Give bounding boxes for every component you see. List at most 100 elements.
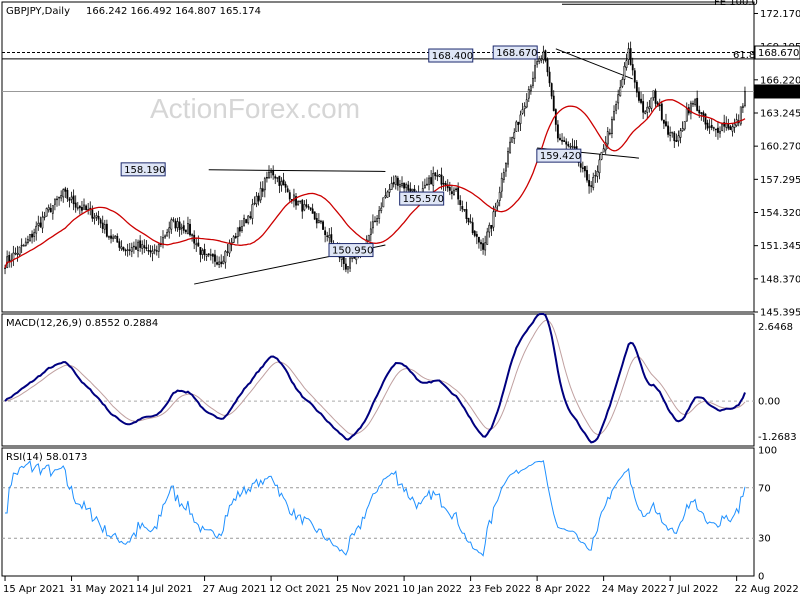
candle-body <box>507 151 509 165</box>
candle-body <box>182 225 185 231</box>
candle-body <box>45 208 48 217</box>
candle-body <box>700 112 703 114</box>
candle-body <box>392 181 395 185</box>
candle-body <box>546 59 549 73</box>
candle-body <box>99 219 102 224</box>
candle-body <box>8 255 11 262</box>
candle-body <box>569 146 572 148</box>
rsi-title: RSI(14) 58.0173 <box>6 452 87 463</box>
rsi-gridlines <box>2 487 754 539</box>
candle-body <box>461 206 464 210</box>
candle-body <box>91 209 94 219</box>
candle-body <box>153 249 156 251</box>
candle-body <box>220 261 223 265</box>
candle-body <box>110 235 112 239</box>
candle-body <box>320 220 322 223</box>
macd-tick-label: 0.00 <box>758 397 780 408</box>
price-annotation-label: 150.950 <box>332 246 373 257</box>
candle-body <box>588 180 591 187</box>
candle-body <box>388 188 391 193</box>
candle-body <box>586 170 588 181</box>
candle-body <box>517 121 520 126</box>
candle-body <box>49 207 52 213</box>
candle-body <box>199 246 202 255</box>
candle-body <box>719 131 721 134</box>
candle-body <box>24 241 27 246</box>
y-tick-label: 145.395 <box>760 308 800 319</box>
candle-body <box>527 88 530 99</box>
candle-body <box>187 223 189 234</box>
candle-body <box>197 242 200 247</box>
price-panel <box>1 1 755 313</box>
candle-body <box>284 183 287 188</box>
candle-body <box>247 215 250 224</box>
candle-body <box>101 222 104 229</box>
candle-body <box>652 90 655 98</box>
candle-body <box>203 249 206 255</box>
candle-body <box>631 64 634 71</box>
macd-axis: 2.6468 0.00 -1.2683 <box>758 322 797 443</box>
candle-body <box>498 191 501 201</box>
candle-body <box>51 205 54 214</box>
candle-body <box>665 121 667 126</box>
trendline <box>208 169 386 172</box>
candle-body <box>486 231 489 245</box>
candle-body <box>31 233 33 238</box>
candle-body <box>103 224 106 230</box>
candle-body <box>390 183 393 190</box>
candle-body <box>286 188 289 193</box>
candle-body <box>330 234 333 243</box>
price-annotation-box <box>399 191 445 206</box>
candle-body <box>615 104 618 111</box>
candle-body <box>689 102 692 114</box>
y-tick-label: 154.320 <box>760 208 800 219</box>
macd-tick-label: -1.2683 <box>758 432 797 443</box>
candle-body <box>76 207 79 209</box>
candle-body <box>382 197 385 208</box>
candle-body <box>191 234 194 236</box>
candle-body <box>644 111 647 114</box>
candle-body <box>660 103 663 120</box>
candle-body <box>135 246 137 250</box>
candle-body <box>384 195 387 198</box>
candle-body <box>712 127 715 129</box>
candle-body <box>226 251 229 253</box>
candle-body <box>207 253 210 256</box>
y-tick-label: 148.370 <box>760 274 800 285</box>
candle-body <box>349 257 351 269</box>
price-axis: 172.170169.195166.220163.245160.270157.2… <box>754 9 800 319</box>
candle-body <box>68 198 71 201</box>
candle-body <box>606 131 609 145</box>
candle-body <box>469 221 472 224</box>
candle-body <box>725 123 728 128</box>
candle-body <box>93 216 96 219</box>
candle-body <box>667 125 669 135</box>
candle-body <box>39 222 42 227</box>
candle-body <box>180 226 183 229</box>
macd-line <box>4 313 746 444</box>
candle-body <box>128 249 131 251</box>
candle-body <box>172 219 175 221</box>
candle-body <box>228 242 231 254</box>
candle-body <box>214 254 216 262</box>
candle-body <box>78 205 81 209</box>
candle-body <box>95 215 98 218</box>
candle-body <box>625 60 628 68</box>
candle-body <box>297 201 300 206</box>
candle-body <box>573 146 576 149</box>
candle-body <box>669 132 672 136</box>
rsi-tick-label: 100 <box>758 446 777 457</box>
candle-body <box>224 251 227 263</box>
macd-title: MACD(12,26,9) 0.8552 0.2884 <box>6 318 158 329</box>
candle-body <box>442 182 445 185</box>
y-tick-label: 166.220 <box>760 75 800 86</box>
candle-body <box>515 121 518 132</box>
candle-body <box>430 177 433 185</box>
candle-body <box>650 97 653 109</box>
candle-body <box>550 83 553 97</box>
candle-body <box>654 90 657 104</box>
candle-body <box>450 191 453 194</box>
candle-body <box>739 106 742 125</box>
candle-body <box>116 235 119 243</box>
